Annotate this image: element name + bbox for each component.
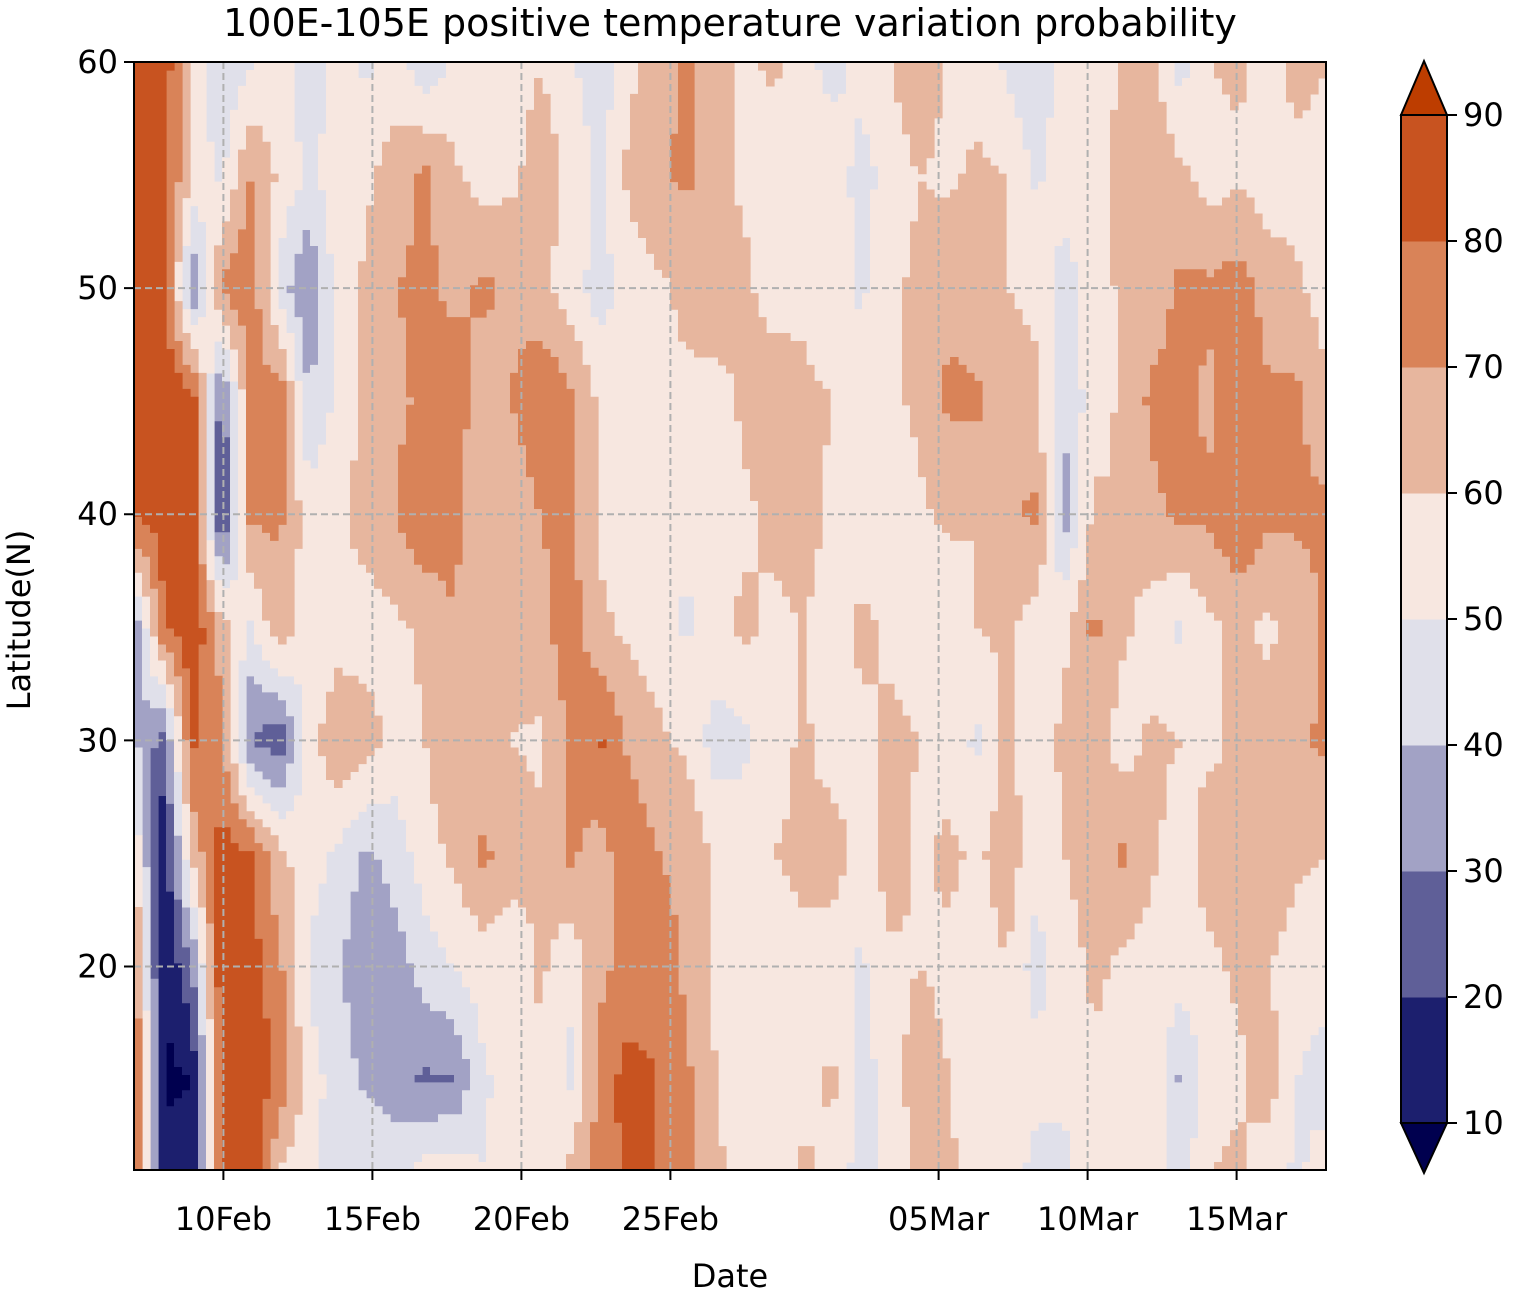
colorbar-segment	[1401, 745, 1447, 872]
x-tick-label: 25Feb	[622, 1200, 719, 1238]
y-tick-label: 20	[77, 947, 118, 985]
y-tick-label: 60	[77, 43, 118, 81]
grid-lines	[134, 62, 1326, 1170]
colorbar-segment	[1401, 115, 1447, 242]
y-tick-label: 50	[77, 269, 118, 307]
colorbar-tick-label: 20	[1463, 978, 1504, 1016]
chart-title: 100E-105E positive temperature variation…	[223, 1, 1237, 45]
y-tick-label: 40	[77, 495, 118, 533]
x-tick-label: 10Feb	[175, 1200, 272, 1238]
contour-band-3	[134, 229, 1183, 1170]
colorbar-extend-min	[1399, 1122, 1449, 1176]
colorbar-tick-label: 30	[1463, 852, 1504, 890]
colorbar-tick-label: 60	[1463, 474, 1504, 512]
contour-band-7	[134, 62, 1326, 1170]
colorbar-segment	[1401, 871, 1447, 998]
colorbar-segment	[1401, 619, 1447, 746]
y-tick-label: 30	[77, 721, 118, 759]
colorbar-tick-label: 70	[1463, 348, 1504, 386]
x-axis: 10Feb 15Feb 20Feb 25Feb 05Mar 10Mar 15Mar	[175, 1170, 1288, 1238]
x-tick-label: 05Mar	[888, 1200, 990, 1238]
colorbar-segment	[1401, 493, 1447, 620]
colorbar-tick-label: 10	[1463, 1104, 1504, 1142]
contour-fills	[134, 62, 1326, 1170]
colorbar-extend-max	[1399, 58, 1449, 116]
colorbar-tick-label: 90	[1463, 96, 1504, 134]
colorbar-segment	[1401, 997, 1447, 1124]
colorbar-segment	[1401, 367, 1447, 494]
plot-area	[134, 62, 1326, 1170]
contour-band-6	[134, 62, 1326, 1170]
colorbar: 10 20 30 40 50 60 70 80 90	[1399, 58, 1504, 1176]
x-tick-label: 15Mar	[1186, 1200, 1288, 1238]
colorbar-tick-label: 50	[1463, 600, 1504, 638]
colorbar-tick-label: 40	[1463, 726, 1504, 764]
colorbar-tick-label: 80	[1463, 222, 1504, 260]
x-tick-label: 10Mar	[1037, 1200, 1139, 1238]
y-axis-label: Latitude(N)	[0, 530, 38, 711]
plot-frame	[133, 61, 1327, 1171]
x-tick-label: 20Feb	[473, 1200, 570, 1238]
contour-band-1	[158, 795, 199, 1170]
x-tick-label: 15Feb	[324, 1200, 421, 1238]
colorbar-segment	[1401, 241, 1447, 368]
contour-band-5	[134, 62, 1326, 1170]
x-axis-label: Date	[692, 1257, 768, 1290]
y-axis: 20 30 40 50 60	[77, 43, 134, 985]
